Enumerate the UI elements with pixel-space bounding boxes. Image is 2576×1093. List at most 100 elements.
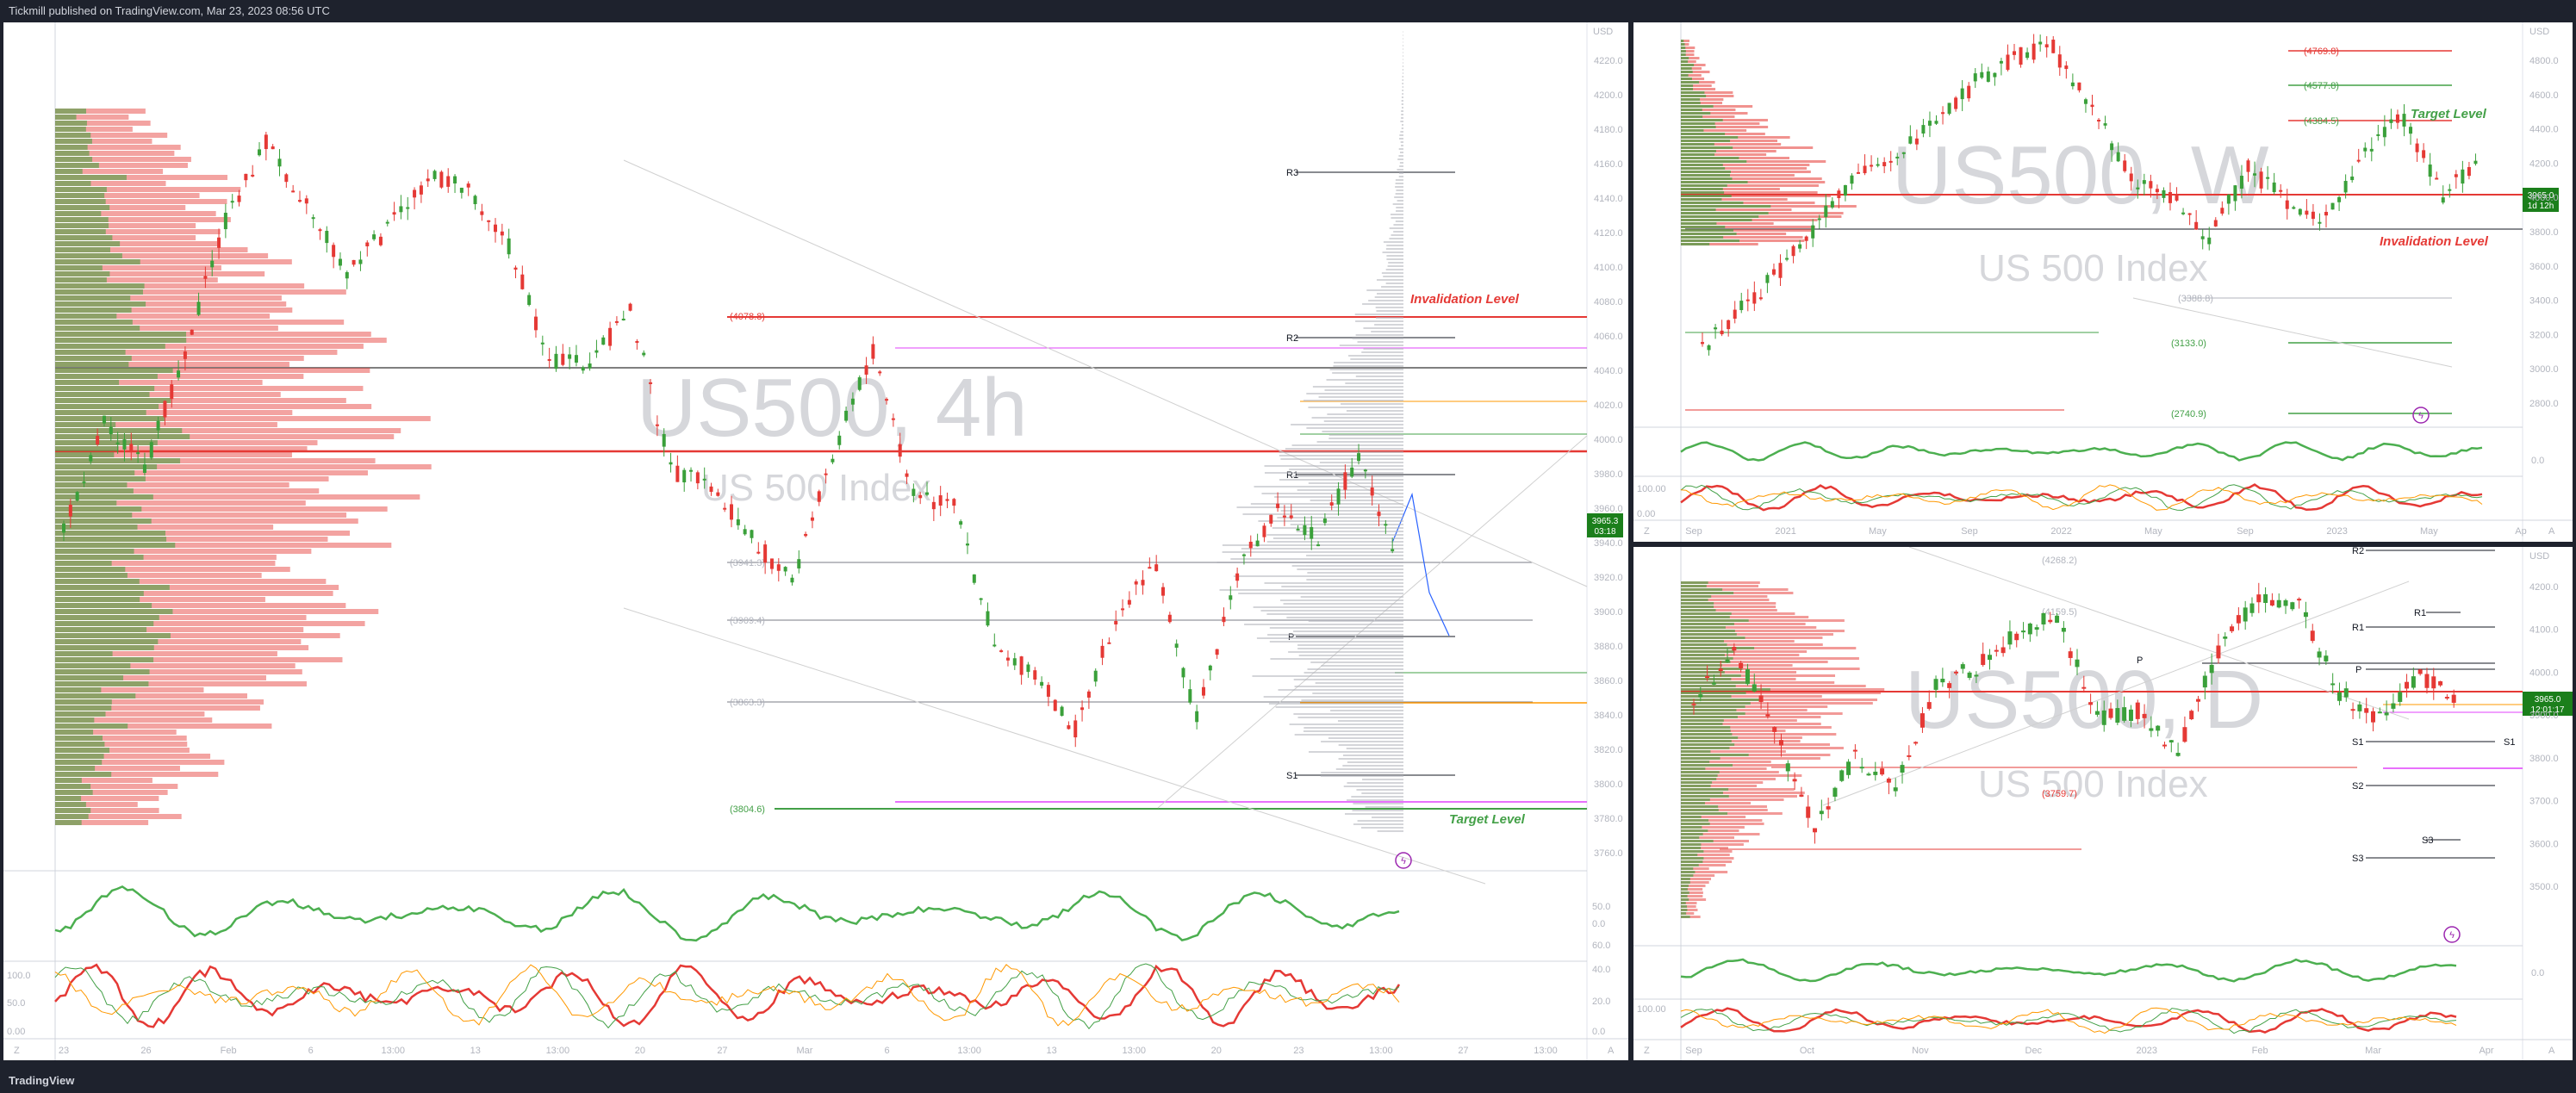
candle-body (2236, 615, 2241, 624)
candle-body (1986, 71, 1990, 82)
session-bar (1311, 417, 1403, 419)
candle-body (2350, 709, 2355, 711)
profile-bar (55, 567, 126, 572)
weekly-corner-a[interactable]: A (2548, 526, 2555, 537)
weekly-chart-panel[interactable]: US500, W US 500 Index (4769.8) (4577.8) … (1633, 22, 2573, 542)
profile-bar (1681, 771, 1779, 773)
session-bar (1352, 338, 1403, 339)
candle-body (1999, 60, 2003, 64)
profile-bar (1681, 167, 1726, 170)
session-bar (1398, 172, 1403, 174)
candle-body (297, 200, 302, 202)
session-bar (1394, 196, 1403, 198)
profile-bar (1681, 912, 1695, 915)
profile-bar (55, 205, 110, 210)
session-bar (1315, 682, 1403, 684)
axis-label: 3700.0 (2529, 797, 2559, 807)
candle-body (682, 469, 687, 483)
profile-bar (1681, 146, 1733, 149)
candle-body (1080, 707, 1085, 711)
profile-bar (1681, 84, 1712, 87)
candle-body (96, 436, 100, 445)
candle-body (2057, 54, 2062, 68)
candle-body (1276, 503, 1280, 508)
profile-bar (1681, 643, 1823, 646)
candle-body (1980, 71, 1984, 78)
session-bar (1402, 90, 1403, 91)
profile-bar (55, 392, 281, 397)
profile-bar (1681, 202, 1815, 204)
candle-body (2276, 599, 2281, 608)
daily-corner-z[interactable]: Z (1644, 1046, 1650, 1056)
candle-body (601, 337, 606, 345)
candle-body (311, 217, 315, 220)
profile-bar (1681, 895, 1688, 897)
profile-bar (1681, 695, 1822, 698)
candle-body (2081, 686, 2087, 689)
weekly-lightning-icon[interactable] (2412, 407, 2430, 424)
profile-bar (55, 512, 347, 518)
weekly-corner-z[interactable]: Z (1644, 526, 1650, 537)
profile-bar (55, 193, 105, 198)
profile-bar (1681, 91, 1733, 94)
main-corner-a[interactable]: A (1608, 1046, 1615, 1056)
main-chart-panel[interactable]: US500, 4h US 500 Index R3 R2 R1 P S1 (40… (3, 22, 1628, 1060)
profile-bar (1681, 143, 1782, 146)
session-bar (1286, 617, 1403, 618)
weekly-chart-svg[interactable]: US500, W US 500 Index (4769.8) (4577.8) … (1633, 22, 2573, 542)
candle-body (925, 492, 930, 495)
profile-bar (55, 820, 149, 825)
session-bar (1334, 362, 1403, 363)
weekly-osc-100: 100.00 (1637, 484, 1666, 494)
profile-bar (55, 609, 173, 614)
profile-bar (1681, 798, 1710, 801)
main-price-value: 3965.3 (1592, 517, 1619, 526)
profile-bar (1681, 860, 1733, 863)
profile-bar (1681, 150, 1716, 152)
profile-bar (1681, 654, 1725, 656)
candle-body (621, 319, 625, 321)
profile-bar (1681, 233, 1737, 235)
daily-chart-svg[interactable]: US500, D US 500 Index R2 R1 R1 P P S1 S1… (1633, 547, 2573, 1060)
candle-body (2382, 127, 2386, 138)
profile-bar (55, 416, 165, 421)
candle-body (1714, 327, 1718, 330)
daily-lightning-icon[interactable] (2443, 926, 2461, 943)
profile-bar (55, 314, 271, 319)
candle-body (1725, 659, 1730, 662)
candle-body (1973, 73, 1977, 82)
lightning-icon[interactable] (1395, 852, 1412, 869)
candle-body (2038, 41, 2043, 45)
weekly-price-value: 3965.0 (2528, 191, 2554, 201)
session-bar (1321, 665, 1403, 667)
candle-body (2279, 189, 2283, 192)
profile-bar (55, 705, 260, 711)
profile-bar (55, 555, 277, 560)
profile-bar (55, 452, 115, 457)
daily-chart-panel[interactable]: US500, D US 500 Index R2 R1 R1 P P S1 S1… (1633, 547, 2573, 1060)
session-bar (1269, 641, 1403, 643)
profile-bar (55, 145, 181, 150)
candle-body (1866, 773, 1871, 776)
profile-bar (1681, 795, 1729, 798)
session-bar (1292, 475, 1403, 477)
profile-bar (55, 615, 159, 620)
daily-corner-a[interactable]: A (2548, 1046, 2555, 1056)
main-chart-svg[interactable]: US500, 4h US 500 Index R3 R2 R1 P S1 (40… (3, 22, 1628, 1060)
session-bar (1264, 582, 1403, 584)
daily-pivot-r1-a: R1 (2352, 623, 2364, 633)
candle-body (358, 259, 363, 264)
profile-bar (55, 307, 293, 313)
session-bar (1269, 627, 1403, 629)
profile-bar (1681, 905, 1688, 908)
candle-body (817, 491, 821, 502)
profile-bar (1681, 208, 1716, 211)
candle-body (965, 543, 969, 546)
main-corner-z[interactable]: Z (14, 1046, 20, 1056)
session-bar (1297, 648, 1403, 649)
tradingview-logo[interactable]: TradingView (9, 1074, 75, 1087)
candle-body (122, 439, 127, 450)
profile-bar (1681, 588, 1723, 591)
session-bar (1300, 596, 1403, 598)
profile-bar (55, 410, 293, 415)
